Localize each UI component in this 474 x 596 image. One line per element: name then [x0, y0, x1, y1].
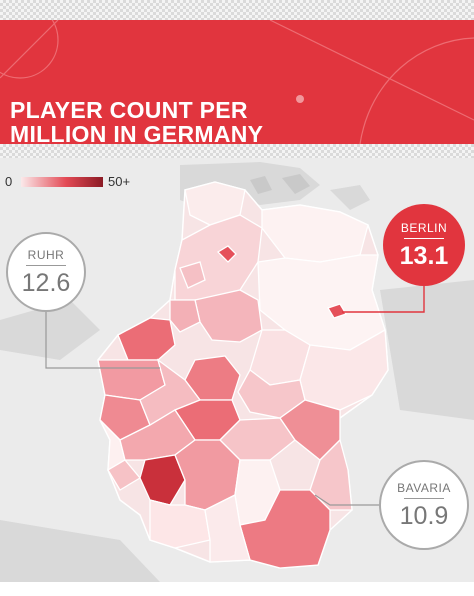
page-title: PLAYER COUNT PER MILLION IN GERMANY	[10, 98, 263, 144]
ruhr-divider	[26, 265, 66, 266]
bavaria-callout: BAVARIA 10.9	[379, 460, 469, 550]
berlin-label: BERLIN	[400, 221, 448, 235]
bavaria-value: 10.9	[399, 502, 449, 530]
legend-min-label: 0	[5, 174, 13, 189]
bavaria-connector	[314, 494, 379, 506]
title-line-2: MILLION IN GERMANY	[10, 121, 264, 144]
header-pattern-bottom	[0, 144, 474, 158]
region-allgaeu	[204, 494, 251, 563]
pitch-lines-decoration	[0, 20, 474, 144]
region-hamburg	[216, 245, 237, 263]
ruhr-callout: RUHR 12.6	[6, 232, 86, 312]
ruhr-connector	[45, 312, 160, 369]
region-bremen-area	[179, 261, 206, 289]
germany-map	[0, 158, 474, 582]
map-graphic	[0, 162, 474, 582]
ruhr-label: RUHR	[27, 248, 65, 262]
legend-max-label: 50+	[108, 174, 131, 189]
berlin-divider	[404, 238, 444, 239]
region-berlin	[327, 303, 347, 319]
ruhr-value: 12.6	[21, 269, 71, 297]
bavaria-label: BAVARIA	[397, 481, 451, 495]
footer-strip	[0, 582, 474, 596]
berlin-callout: BERLIN 13.1	[383, 204, 465, 286]
bavaria-divider	[404, 498, 444, 499]
legend-color-scale	[21, 177, 103, 187]
region-westphalia-north	[194, 289, 263, 343]
berlin-value: 13.1	[399, 242, 449, 270]
berlin-connector	[342, 286, 425, 313]
header-banner: PLAYER COUNT PER MILLION IN GERMANY	[0, 20, 474, 144]
title-line-1: PLAYER COUNT PER	[10, 97, 248, 123]
header-pattern-top	[0, 0, 474, 20]
region-osnabrueck	[169, 299, 201, 333]
